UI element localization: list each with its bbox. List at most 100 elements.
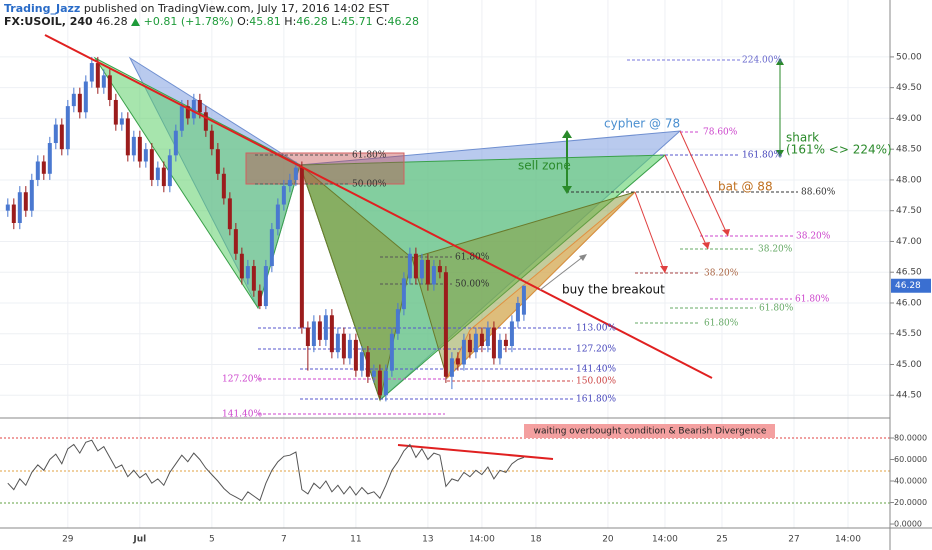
annotation: 78.60%: [703, 128, 738, 138]
y-tick-label: 49.50: [896, 83, 922, 93]
symbol: FX:USOIL, 240: [4, 15, 93, 28]
candle-body: [11, 204, 16, 223]
candle-body: [113, 99, 118, 125]
x-tick-label: 27: [788, 535, 799, 545]
candle-body: [191, 99, 196, 119]
x-tick-label: 18: [530, 535, 542, 545]
y-tick-label: 47.50: [896, 206, 922, 216]
annotation: bat @ 88: [718, 180, 773, 194]
c-label: C:: [376, 15, 388, 28]
candle-body: [95, 63, 100, 88]
candle-body: [173, 130, 178, 156]
candles: [5, 56, 526, 402]
last-price: 46.28: [96, 15, 128, 28]
candle-body: [5, 204, 10, 211]
annotation: 141.40%: [576, 365, 616, 375]
candle-body: [359, 352, 364, 371]
patterns: [93, 56, 682, 402]
annotation: (161% <> 224%): [786, 143, 892, 157]
candle-body: [383, 370, 388, 396]
x-tick-label: 11: [350, 535, 361, 545]
candle-body: [425, 259, 430, 285]
candle-body: [443, 272, 448, 377]
annotation: 161.80%: [742, 151, 782, 161]
o-value: 45.81: [249, 15, 281, 28]
annotation: 224.00%: [742, 56, 782, 66]
candle-body: [227, 198, 232, 230]
x-tick-label: Jul: [132, 535, 146, 545]
candle-body: [119, 118, 124, 125]
candle-body: [233, 229, 238, 254]
divergence-line: [397, 444, 554, 460]
candle-body: [299, 167, 304, 328]
annotation: 127.20%: [576, 345, 616, 355]
candle-body: [29, 179, 34, 211]
header: Trading_Jazz published on TradingView.co…: [4, 2, 419, 28]
candle-body: [323, 315, 328, 340]
candle-body: [275, 204, 280, 230]
arrow-head: [579, 254, 587, 261]
rsi-tick-label: 0.0000: [894, 520, 922, 529]
candle-body: [509, 321, 514, 347]
candle-body: [413, 253, 418, 279]
candle-body: [347, 339, 352, 359]
rsi-tick-label: 40.0000: [894, 477, 927, 486]
annotation: 113.00%: [576, 324, 616, 334]
rsi-pane: [7, 439, 525, 502]
candle-body: [389, 333, 394, 371]
note-box: [524, 424, 775, 438]
rsi-line: [7, 439, 525, 502]
candle-body: [467, 339, 472, 353]
annotation: 61.80%: [795, 295, 830, 305]
arrow-head: [660, 266, 668, 273]
price-tag: [891, 278, 931, 293]
x-tick-label: 14:00: [835, 535, 861, 545]
annotation: 61.80%: [352, 151, 387, 161]
up-icon: [131, 18, 141, 26]
annotation: 88.60%: [801, 188, 836, 198]
x-tick-label: 29: [62, 535, 74, 545]
candle-body: [335, 333, 340, 353]
candle-body: [491, 327, 496, 359]
annotation: 50.00%: [352, 180, 387, 190]
candle-body: [245, 266, 250, 279]
candle-body: [479, 333, 484, 347]
annotation: 38.20%: [704, 269, 739, 279]
axes: 50.00 49.50 49.00 48.50 48.00 47.50 47.00 46.50…: [62, 52, 931, 545]
candle-body: [41, 161, 46, 174]
annotation: shark: [786, 131, 819, 145]
arrow: [539, 255, 585, 291]
y-tick-label: 48.00: [896, 175, 922, 185]
candle-body: [221, 173, 226, 199]
x-tick-label: 25: [716, 535, 727, 545]
candle-body: [257, 290, 262, 307]
candle-body: [485, 327, 490, 347]
candle-body: [515, 302, 520, 322]
candle-body: [251, 266, 256, 291]
annotation: 38.20%: [758, 245, 793, 255]
trendline: [44, 34, 713, 379]
candle-body: [401, 278, 406, 310]
arrow: [664, 154, 709, 250]
annotation: 50.00%: [455, 280, 490, 290]
l-value: 45.71: [341, 15, 373, 28]
candle-body: [197, 99, 202, 113]
candle-body: [305, 327, 310, 347]
candle-body: [161, 167, 166, 187]
y-tick-label: 45.00: [896, 360, 922, 370]
y-tick-label: 46.50: [896, 268, 922, 278]
candle-body: [185, 106, 190, 119]
annotation: 141.40%: [222, 410, 262, 420]
candle-body: [23, 192, 28, 211]
candle-body: [431, 266, 436, 285]
candle-body: [47, 143, 52, 174]
candle-body: [209, 130, 214, 150]
rsi-tick-label: 20.0000: [894, 498, 927, 507]
annotation: 61.80%: [759, 304, 794, 314]
rsi-tick-label: 60.0000: [894, 455, 927, 464]
author[interactable]: Trading_Jazz: [4, 2, 81, 15]
candle-body: [281, 186, 286, 205]
arrow-head: [722, 229, 730, 236]
